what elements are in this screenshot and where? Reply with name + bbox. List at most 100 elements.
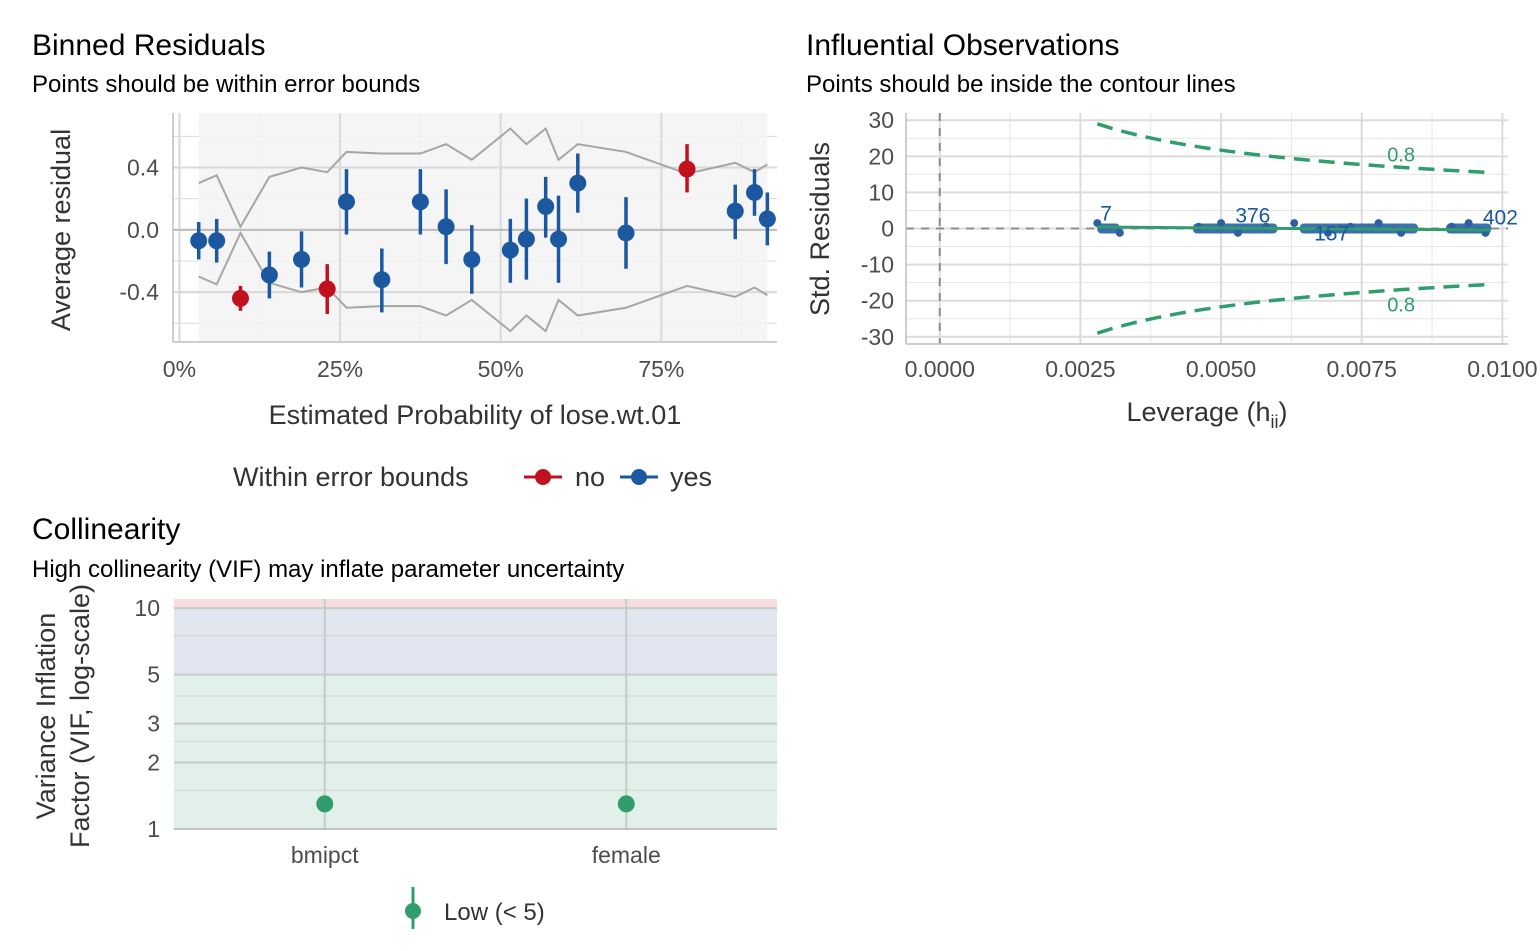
binned-x-tick-label: 50%	[478, 356, 524, 382]
influential-x-tick-label: 0.0075	[1327, 356, 1397, 382]
observation-point	[1217, 219, 1226, 228]
binned-legend-title: Within error bounds	[233, 462, 469, 492]
influential-y-tick-label: -30	[861, 324, 894, 350]
influential-plot-area: 0.8 0.8 7 376 157 402 -30 -20 -10 0 10 20 30 0.0000 0.…	[861, 107, 1538, 382]
binned-x-tick-label: 25%	[317, 356, 363, 382]
observation-point	[1397, 228, 1406, 237]
binned-residual-point	[758, 210, 776, 228]
upper-error-bound-line	[198, 126, 768, 229]
influential-y-axis-label: Std. Residuals	[805, 142, 835, 316]
binned-y-tick-label: 0.4	[127, 155, 159, 181]
influential-x-axis-label-main: Leverage (h	[1126, 397, 1270, 427]
binned-residual-point	[231, 289, 249, 307]
binned-legend: Within error bounds no yes	[233, 462, 712, 492]
collinearity-y-tick-label: 10	[134, 595, 160, 621]
binned-residual-point	[517, 230, 535, 248]
vif-zone-high	[174, 599, 777, 609]
binned-residuals-panel: Binned Residuals Points should be within…	[32, 29, 777, 492]
influential-x-tick-label: 0.0100	[1467, 356, 1537, 382]
binned-residual-point	[617, 224, 635, 242]
binned-x-tick-label: 0%	[163, 356, 196, 382]
binned-subtitle: Points should be within error bounds	[32, 71, 420, 98]
influential-x-tick-label: 0.0000	[905, 356, 975, 382]
binned-y-axis-label: Average residual	[46, 129, 76, 331]
binned-residual-point	[373, 271, 391, 289]
observation-point	[1464, 219, 1473, 228]
cooks-distance-contour-line	[1096, 122, 1492, 175]
influential-x-axis-label-close: )	[1279, 397, 1288, 427]
legend-low-dot-icon	[405, 903, 421, 919]
influential-x-tick-label: 0.0025	[1045, 356, 1115, 382]
influential-point-label: 402	[1483, 206, 1518, 229]
observation-point	[1093, 219, 1102, 228]
influential-point-label: 157	[1314, 223, 1349, 246]
influential-point-label: 7	[1100, 203, 1112, 226]
contour-level-label: 0.8	[1387, 144, 1415, 166]
contour-level-label: 0.8	[1387, 295, 1415, 317]
influential-y-tick-label: -20	[861, 288, 894, 314]
cooks-distance-contour-line	[1096, 282, 1492, 335]
legend-key-no	[524, 469, 562, 485]
influential-panel: Influential Observations Points should b…	[805, 29, 1538, 432]
legend-key-yes	[620, 469, 658, 485]
collinearity-panel: Collinearity bmipct female 1 2 3 5 10 Variance…	[31, 513, 777, 929]
influential-title: Influential Observations	[806, 29, 1120, 62]
binned-x-axis-label: Estimated Probability of lose.wt.01	[269, 400, 682, 430]
collinearity-y-tick-label: 3	[147, 711, 160, 737]
influential-y-tick-label: 10	[868, 179, 894, 205]
residual-trend-line	[1097, 225, 1492, 232]
binned-x-tick-label: 75%	[638, 356, 684, 382]
binned-residual-point	[190, 232, 208, 250]
binned-residual-point	[411, 193, 429, 211]
binned-residual-point	[537, 197, 555, 215]
binned-plot-area: -0.4 0.0 0.4 0% 25% 50% 75%	[119, 113, 777, 382]
collinearity-x-tick-label: bmipct	[291, 842, 359, 868]
vif-zone-moderate	[174, 608, 777, 675]
binned-residual-point	[437, 218, 455, 236]
vif-point	[316, 795, 334, 813]
binned-residual-point	[208, 232, 226, 250]
influential-x-axis-label-subscript: ii	[1271, 412, 1279, 432]
observation-point	[1233, 228, 1242, 237]
collinearity-y-tick-label: 1	[147, 816, 160, 842]
legend-yes-label: yes	[670, 462, 712, 492]
binned-y-tick-label: 0.0	[127, 217, 159, 243]
legend-low-label: Low (< 5)	[444, 899, 545, 926]
binned-residual-point	[318, 280, 336, 298]
binned-residual-point	[293, 250, 311, 268]
binned-residual-point	[260, 266, 278, 284]
collinearity-legend: Low (< 5)	[405, 887, 545, 929]
influential-x-tick-label: 0.0050	[1186, 356, 1256, 382]
binned-residual-point	[726, 202, 744, 220]
influential-subtitle: Points should be inside the contour line…	[806, 71, 1236, 98]
observation-point	[1374, 219, 1383, 228]
collinearity-y-axis-label-line2: Factor (VIF, log-scale)	[65, 584, 95, 848]
binned-y-tick-label: -0.4	[119, 279, 159, 305]
binned-residual-point	[463, 250, 481, 268]
collinearity-x-tick-label: female	[592, 842, 661, 868]
binned-title: Binned Residuals	[32, 29, 265, 62]
collinearity-y-tick-label: 2	[147, 750, 160, 776]
shaded-probability-range	[198, 113, 768, 342]
observation-point	[1115, 228, 1124, 237]
binned-residual-point	[678, 160, 696, 178]
influential-y-tick-label: -10	[861, 252, 894, 278]
influential-y-tick-label: 30	[868, 107, 894, 133]
collinearity-y-tick-label: 5	[147, 662, 160, 688]
influential-x-axis-label: Leverage (hii)	[1126, 397, 1287, 432]
legend-yes-dot-icon	[631, 469, 647, 485]
binned-residual-point	[550, 230, 568, 248]
binned-residual-point	[501, 241, 519, 259]
binned-residual-point	[569, 174, 587, 192]
collinearity-plot-area: bmipct female 1 2 3 5 10	[134, 595, 777, 868]
observation-point	[1290, 219, 1299, 228]
collinearity-title: Collinearity	[32, 513, 180, 546]
influential-y-tick-label: 0	[881, 216, 894, 242]
collinearity-y-axis-label-line1: Variance Inflation	[31, 613, 61, 820]
collinearity-subtitle: High collinearity (VIF) may inflate para…	[32, 556, 624, 583]
influential-point-label: 376	[1235, 204, 1270, 227]
lower-error-bound-line	[198, 230, 768, 333]
observation-point	[1323, 228, 1332, 237]
